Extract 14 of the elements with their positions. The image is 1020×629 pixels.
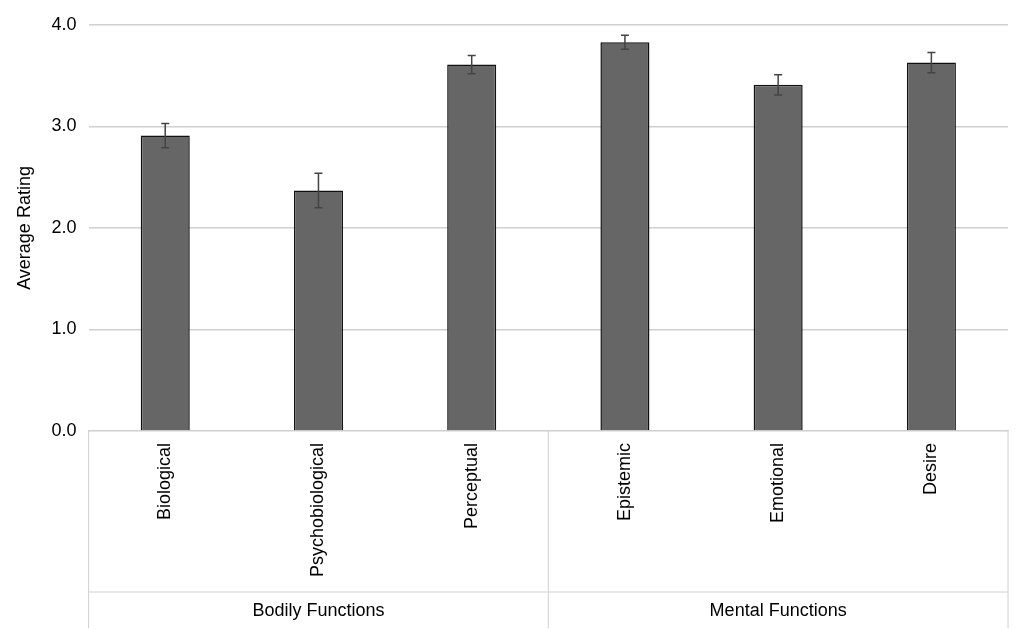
x-tick-label: Biological bbox=[154, 442, 175, 520]
y-tick-label: 0.0 bbox=[51, 419, 77, 440]
x-tick-label: Perceptual bbox=[460, 442, 481, 529]
y-axis-title: Average Rating bbox=[13, 166, 34, 290]
y-tick-label: 3.0 bbox=[51, 115, 77, 136]
x-tick-label: Desire bbox=[920, 442, 941, 495]
x-tick-label: Epistemic bbox=[613, 442, 634, 521]
text: Mental Functions bbox=[709, 599, 847, 620]
y-tick-label: 4.0 bbox=[51, 13, 77, 34]
y-tick-label: 2.0 bbox=[51, 216, 77, 237]
x-tick-label: Psychobiological bbox=[307, 442, 328, 577]
y-tick-label: 1.0 bbox=[51, 318, 77, 339]
text: Bodily Functions bbox=[252, 599, 385, 620]
x-tick-label: Emotional bbox=[767, 442, 788, 523]
